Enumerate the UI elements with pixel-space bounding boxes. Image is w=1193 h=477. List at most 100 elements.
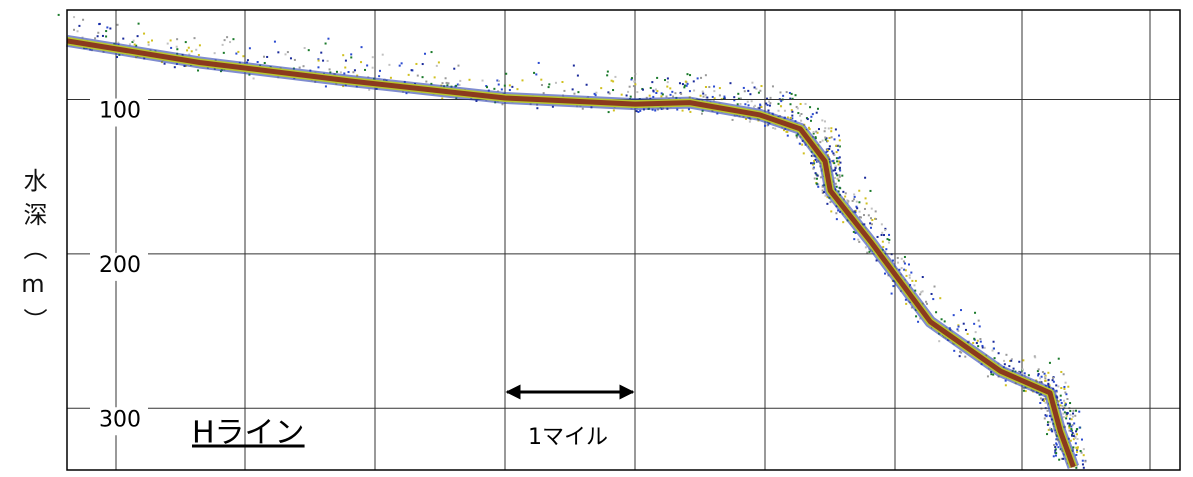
echo-dot (290, 57, 292, 59)
echo-dot (1053, 381, 1055, 383)
echo-dot (1057, 446, 1059, 448)
echo-dot (58, 14, 60, 16)
echo-dot (1078, 411, 1080, 413)
echo-dot (693, 80, 695, 82)
echo-dot (926, 303, 928, 305)
echo-dot (887, 238, 889, 240)
echo-dot (856, 201, 858, 203)
echo-dot (817, 108, 819, 110)
echo-dot (977, 340, 979, 342)
echo-dot (1076, 428, 1078, 430)
echo-dot (686, 73, 688, 75)
echo-dot (967, 333, 969, 335)
echo-dot (824, 120, 826, 122)
echo-dot (134, 44, 136, 46)
echo-dot (634, 83, 636, 85)
echo-dot (318, 60, 320, 62)
echo-dot (660, 95, 662, 97)
echo-dot (982, 346, 984, 348)
echo-dot (1083, 454, 1085, 456)
echo-dot (1023, 390, 1025, 392)
echo-dot (913, 284, 915, 286)
echo-dot (865, 197, 867, 199)
echo-dot (870, 227, 872, 229)
echo-dot (958, 326, 960, 328)
echo-dot (829, 145, 831, 147)
echo-dot (915, 315, 917, 317)
echo-dot (1063, 388, 1065, 390)
echo-dot (1076, 451, 1078, 453)
echo-dot (457, 65, 459, 67)
echo-dot (816, 112, 818, 114)
echo-dot (662, 93, 664, 95)
echo-dot (956, 328, 958, 330)
echo-dot (117, 24, 119, 26)
echo-dot (609, 93, 611, 95)
echo-dot (993, 341, 995, 343)
echo-dot (235, 53, 237, 55)
echo-dot (669, 87, 671, 89)
echo-dot (257, 61, 259, 63)
echo-dot (858, 241, 860, 243)
echo-dot (1072, 410, 1074, 412)
echo-dot (769, 105, 771, 107)
echo-dot (509, 89, 511, 91)
echo-dot (800, 113, 802, 115)
echo-dot (807, 118, 809, 120)
echo-dot (829, 137, 831, 139)
echo-dot (422, 63, 424, 65)
echo-dot (744, 90, 746, 92)
echo-dot (747, 90, 749, 92)
echo-dot (516, 88, 518, 90)
echo-dot (1049, 421, 1051, 423)
echo-dot (548, 86, 550, 88)
echo-dot (170, 47, 172, 49)
echo-dot (719, 94, 721, 96)
echo-dot (821, 119, 823, 121)
echo-dot (1061, 402, 1063, 404)
echo-dot (809, 128, 811, 130)
echo-dot (1044, 376, 1046, 378)
echo-dot (342, 54, 344, 56)
echo-dot (586, 84, 588, 86)
echo-dot (729, 82, 731, 84)
echo-dot (350, 53, 352, 55)
echo-dot (815, 172, 817, 174)
echo-dot (702, 93, 704, 95)
echo-dot (102, 35, 104, 37)
echo-dot (498, 80, 500, 82)
echo-dot (198, 54, 200, 56)
vertical-grid (116, 10, 1150, 470)
echo-dot (824, 127, 826, 129)
y-tick-label: 300 (99, 407, 141, 432)
echo-dot (1075, 430, 1077, 432)
echo-dot (892, 285, 894, 287)
echo-dot (424, 53, 426, 55)
echo-dot (1034, 356, 1036, 358)
echo-dot (511, 86, 513, 88)
echo-dot (841, 175, 843, 177)
echo-dot (964, 356, 966, 358)
echo-dot (73, 29, 75, 31)
echo-dot (509, 84, 511, 86)
echo-dot (1042, 398, 1044, 400)
echo-dot (498, 84, 500, 86)
echo-dot (835, 145, 837, 147)
echo-dot (803, 152, 805, 154)
echo-dot (700, 77, 702, 79)
echo-dot (612, 80, 614, 82)
echo-dot (868, 214, 870, 216)
echo-dot (838, 180, 840, 182)
echo-dot (655, 92, 657, 94)
echo-dot (633, 81, 635, 83)
echo-dot (1063, 386, 1065, 388)
echo-dot (959, 355, 961, 357)
echo-dot (650, 87, 652, 89)
echo-dot (214, 52, 216, 54)
echo-dot (790, 103, 792, 105)
echo-dot (317, 66, 319, 68)
echo-dot (858, 201, 860, 203)
echo-dot (836, 218, 838, 220)
echogram: 100200300 1マイル Hライン (0, 0, 1193, 477)
echo-dot (223, 52, 225, 54)
